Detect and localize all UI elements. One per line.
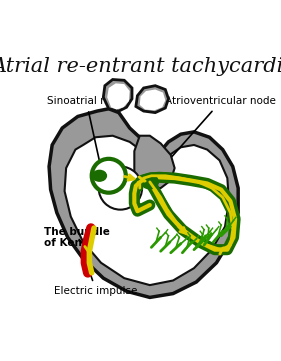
Text: Electric impulse: Electric impulse bbox=[55, 269, 138, 296]
Polygon shape bbox=[103, 79, 132, 111]
Text: Atrioventricular node: Atrioventricular node bbox=[155, 96, 276, 176]
Polygon shape bbox=[140, 90, 165, 110]
Text: Atrial re-entrant tachycardia: Atrial re-entrant tachycardia bbox=[0, 57, 281, 76]
Polygon shape bbox=[65, 136, 229, 285]
Circle shape bbox=[92, 159, 126, 193]
Polygon shape bbox=[136, 86, 168, 113]
Ellipse shape bbox=[92, 170, 106, 181]
Ellipse shape bbox=[141, 175, 158, 189]
Circle shape bbox=[99, 166, 142, 210]
Polygon shape bbox=[134, 136, 175, 188]
Polygon shape bbox=[107, 83, 130, 109]
Polygon shape bbox=[49, 109, 238, 297]
Text: The bundle
of Kent: The bundle of Kent bbox=[44, 227, 110, 248]
Text: Sinoatrial node: Sinoatrial node bbox=[47, 96, 126, 165]
